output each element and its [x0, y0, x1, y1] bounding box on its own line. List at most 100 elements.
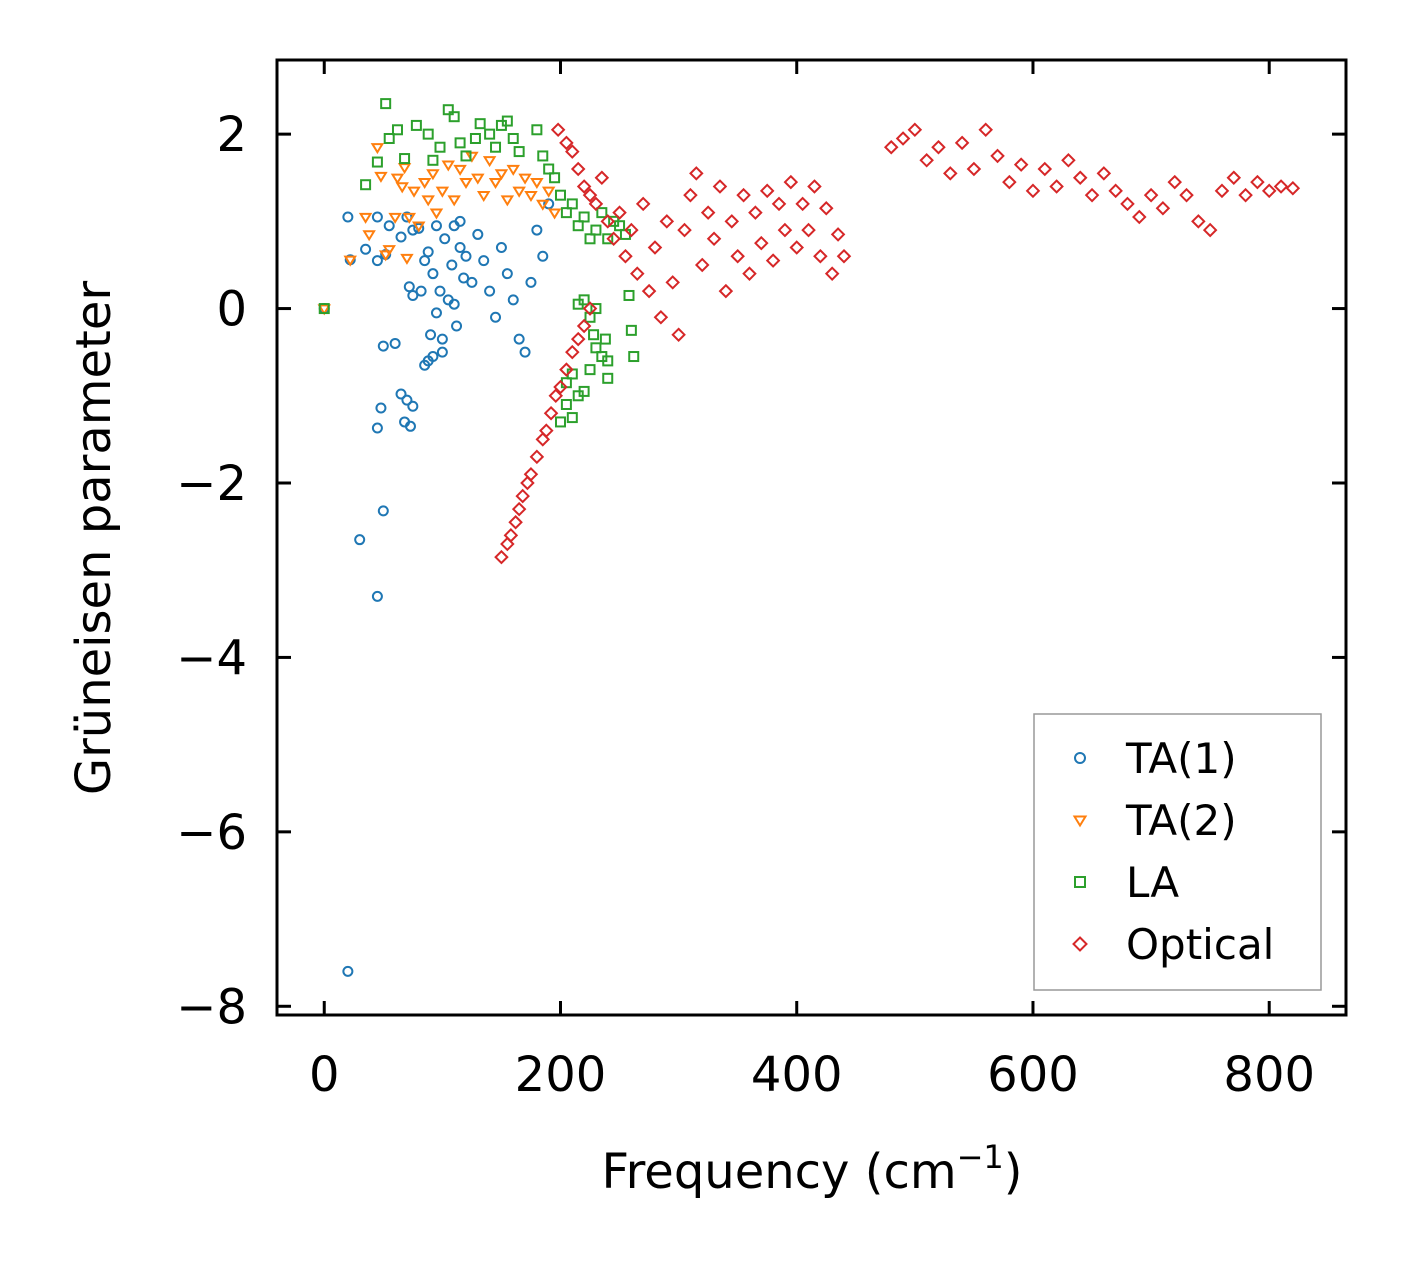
data-point — [990, 148, 1005, 164]
data-point — [954, 135, 970, 151]
data-point — [460, 250, 472, 262]
legend-label: Optical — [1126, 920, 1274, 969]
data-point — [765, 253, 781, 268]
x-tick-label: 200 — [515, 1047, 607, 1103]
data-points — [317, 98, 1301, 977]
data-point — [501, 268, 513, 280]
data-point — [513, 333, 525, 345]
data-point — [482, 156, 497, 168]
data-point — [458, 272, 470, 284]
plot-frame — [275, 58, 1348, 1017]
data-point — [371, 590, 383, 602]
data-point — [412, 221, 426, 233]
data-point — [501, 115, 513, 127]
data-point — [748, 205, 763, 220]
x-axis-label: Frequency (cm−1) — [601, 1138, 1022, 1200]
data-point — [513, 146, 525, 158]
data-point — [594, 170, 610, 186]
data-point — [342, 965, 354, 977]
data-point — [415, 285, 427, 297]
data-point — [490, 311, 502, 323]
data-point — [1108, 183, 1123, 199]
x-axis-label-suffix: ) — [1004, 1144, 1023, 1200]
data-point — [427, 351, 439, 363]
data-point — [931, 139, 946, 155]
data-point — [374, 171, 388, 183]
x-tick-label: 600 — [987, 1047, 1079, 1103]
data-point — [1143, 187, 1159, 203]
data-point — [434, 285, 446, 297]
data-point — [653, 310, 669, 325]
data-point — [559, 362, 574, 377]
data-point — [659, 214, 675, 229]
data-point — [742, 266, 757, 281]
data-point — [724, 214, 740, 229]
data-point — [523, 467, 539, 482]
data-point — [410, 119, 422, 131]
data-point — [459, 177, 473, 189]
data-point — [1037, 161, 1053, 177]
data-point — [448, 298, 460, 310]
data-point — [317, 304, 331, 316]
y-tick-label: −6 — [176, 805, 247, 861]
data-point — [582, 187, 598, 203]
data-point — [736, 187, 751, 203]
data-point — [624, 222, 639, 238]
data-point — [712, 179, 728, 194]
data-point — [465, 151, 479, 163]
data-point — [447, 195, 461, 207]
data-point — [430, 307, 442, 319]
data-point — [1002, 174, 1017, 190]
data-point — [541, 186, 556, 198]
data-point — [388, 212, 402, 224]
data-point — [718, 283, 734, 299]
data-point — [783, 174, 799, 190]
data-point — [371, 211, 383, 223]
data-point — [395, 182, 409, 194]
data-point — [422, 246, 434, 258]
data-point — [525, 276, 537, 288]
data-point — [478, 255, 490, 267]
x-axis-label-sup: −1 — [957, 1138, 1004, 1176]
data-point — [1202, 222, 1218, 238]
data-point — [469, 132, 481, 144]
data-point — [547, 208, 562, 220]
data-point — [560, 398, 572, 410]
data-point — [439, 233, 451, 245]
data-point — [771, 196, 787, 212]
data-point — [596, 351, 608, 363]
data-point — [576, 179, 592, 194]
data-point — [494, 549, 509, 565]
data-point — [578, 294, 590, 306]
data-point — [454, 215, 466, 227]
data-point — [1061, 153, 1076, 168]
data-point — [612, 205, 627, 220]
data-point — [566, 198, 578, 210]
data-point — [641, 283, 657, 299]
data-point — [824, 266, 840, 281]
data-point — [448, 111, 460, 123]
data-point — [1084, 187, 1100, 203]
data-point — [789, 240, 804, 255]
data-point — [518, 173, 532, 185]
data-point — [599, 333, 611, 345]
data-point — [919, 153, 934, 168]
data-point — [358, 212, 373, 224]
data-point — [1013, 157, 1029, 172]
data-point — [1226, 170, 1242, 186]
legend-label: LA — [1126, 858, 1179, 907]
data-point — [700, 205, 716, 220]
data-point — [600, 214, 616, 229]
data-point — [371, 255, 383, 267]
data-point — [318, 303, 330, 315]
data-point — [503, 528, 519, 543]
data-point — [474, 118, 486, 130]
series-la — [318, 98, 640, 428]
data-point — [442, 104, 454, 116]
data-point — [427, 268, 439, 280]
data-point — [895, 131, 911, 146]
data-point — [588, 329, 600, 341]
data-point — [472, 228, 484, 240]
data-point — [488, 177, 503, 189]
x-tick-label: 0 — [309, 1047, 340, 1103]
